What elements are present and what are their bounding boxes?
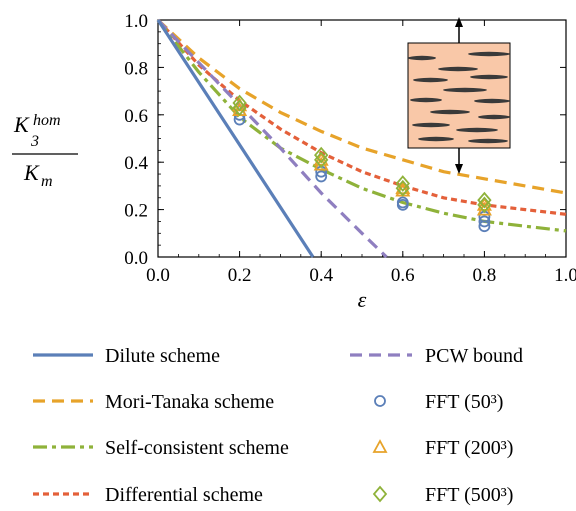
legend-label: FFT (50³) — [425, 391, 503, 413]
x-tick-label: 0.4 — [309, 265, 333, 286]
data-point-circle — [396, 196, 409, 209]
y-label-numerator-sup: hom — [33, 112, 61, 129]
y-tick-label: 0.8 — [124, 58, 148, 79]
legend-marker — [374, 395, 386, 407]
arrow-head-down-icon — [455, 164, 463, 174]
crack-shape — [456, 127, 498, 133]
legend-label: FFT (200³) — [425, 437, 513, 459]
crack-shape — [412, 122, 450, 128]
legend: Dilute scheme Mori-Tanaka scheme Self-cons… — [33, 345, 523, 506]
crack-shape — [443, 87, 487, 93]
data-point-diamond — [314, 146, 329, 164]
y-label-denominator: K — [23, 160, 40, 185]
crack-shape — [418, 136, 454, 142]
crack-shape — [410, 97, 442, 103]
series-line-dilute-scheme — [156, 19, 315, 258]
y-tick-label: 0.0 — [124, 248, 148, 269]
crack-shape — [468, 138, 508, 144]
data-point-diamond — [232, 94, 247, 112]
crack-shape — [430, 109, 470, 115]
y-label-numerator-sub: 3 — [30, 133, 39, 150]
crack-shape — [470, 74, 508, 80]
crack-shape — [468, 51, 510, 57]
legend-label: Dilute scheme — [105, 345, 220, 367]
x-tick-label: 0.8 — [473, 265, 497, 286]
y-label-denominator-sub: m — [41, 173, 53, 190]
x-tick-label: 0.6 — [391, 265, 415, 286]
x-axis-label: ε — [358, 287, 367, 312]
crack-shape — [438, 66, 478, 72]
data-point-circle — [478, 215, 491, 228]
y-label-numerator: K — [13, 112, 30, 137]
legend-marker — [372, 485, 388, 503]
x-tick-label: 1.0 — [554, 265, 576, 286]
legend-marker — [372, 439, 388, 453]
data-point-circle — [315, 170, 328, 183]
legend-label: Mori-Tanaka scheme — [105, 391, 274, 413]
crack-shape — [474, 98, 510, 104]
plot-area — [156, 18, 567, 259]
legend-label: FFT (500³) — [425, 484, 513, 506]
series-line-self-consistent-scheme — [156, 19, 567, 233]
legend-label: Differential scheme — [105, 484, 263, 506]
arrow-head-up-icon — [455, 17, 463, 27]
legend-label: PCW bound — [425, 345, 523, 367]
y-tick-label: 0.6 — [124, 106, 148, 127]
data-point-diamond — [477, 191, 492, 209]
crack-shape — [408, 55, 436, 61]
crack-shape — [413, 77, 448, 83]
y-tick-label: 1.0 — [124, 11, 148, 32]
crack-shape — [478, 114, 510, 120]
x-tick-label: 0.0 — [146, 265, 170, 286]
legend-label: Self-consistent scheme — [105, 437, 289, 459]
data-point-diamond — [395, 175, 410, 192]
y-tick-label: 0.2 — [124, 201, 148, 222]
series-line-pcw-bound — [156, 18, 388, 259]
axes: 0.0 0.2 0.4 0.6 0.8 1.0 0.0 0.2 0.4 0.6 0.8 1.0 ε — [124, 11, 576, 312]
inset-diagram — [407, 17, 511, 174]
series-line-mori-tanaka-scheme — [156, 18, 567, 195]
y-tick-label: 0.4 — [124, 153, 148, 174]
x-tick-label: 0.2 — [228, 265, 252, 286]
